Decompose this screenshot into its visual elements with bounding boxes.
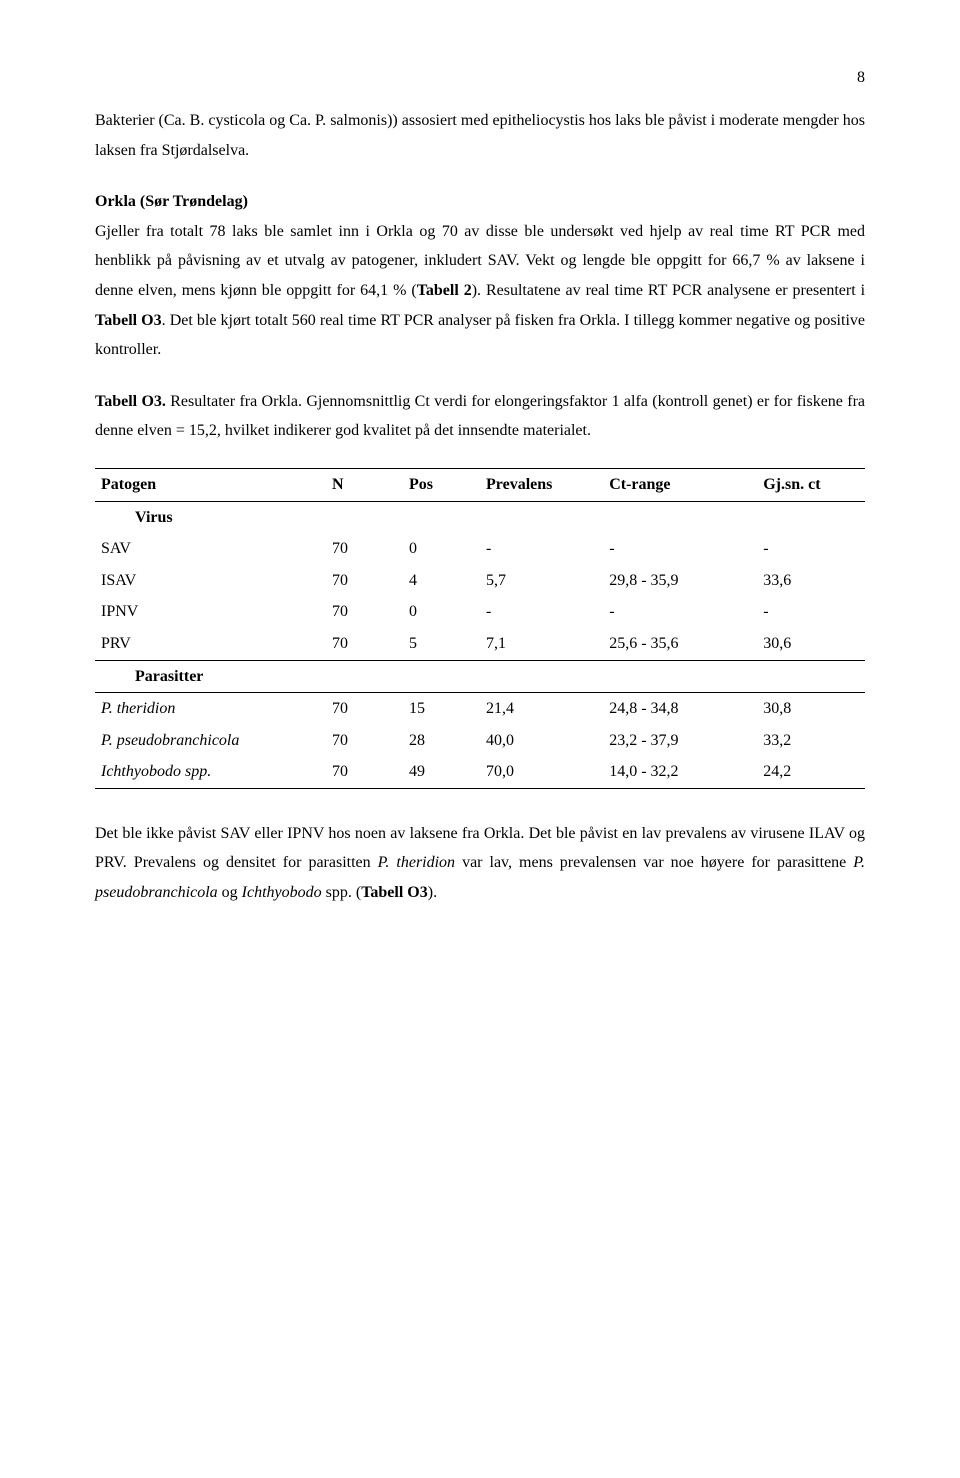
table-cell-empty [757, 660, 865, 693]
ref-tabell-o3: Tabell O3 [361, 884, 428, 901]
table-cell: - [757, 596, 865, 628]
table-cell: 23,2 - 37,9 [603, 725, 757, 757]
table-row: Ichthyobodo spp.704970,014,0 - 32,224,2 [95, 756, 865, 788]
table-cell: 29,8 - 35,9 [603, 565, 757, 597]
paragraph-discussion: Det ble ikke påvist SAV eller IPNV hos n… [95, 819, 865, 908]
table-cell: 21,4 [480, 693, 603, 725]
section-title: Orkla (Sør Trøndelag) [95, 187, 865, 217]
table-header-row: Patogen N Pos Prevalens Ct-range Gj.sn. … [95, 468, 865, 501]
table-section-label: Parasitter [95, 660, 326, 693]
caption-rest: Resultater fra Orkla. Gjennomsnittlig Ct… [95, 393, 865, 440]
species-name: P. theridion [378, 854, 455, 871]
caption-lead: Tabell O3. [95, 393, 166, 410]
table-row: PRV7057,125,6 - 35,630,6 [95, 628, 865, 660]
page-number: 8 [95, 70, 865, 86]
table-cell-empty [480, 501, 603, 533]
table-cell: IPNV [95, 596, 326, 628]
table-cell: 70 [326, 596, 403, 628]
table-cell-empty [480, 660, 603, 693]
table-cell: 30,8 [757, 693, 865, 725]
table-cell: 33,2 [757, 725, 865, 757]
ref-tabell-o3: Tabell O3 [95, 312, 162, 329]
table-cell-empty [403, 501, 480, 533]
table-cell: P. pseudobranchicola [95, 725, 326, 757]
text: ). Resultatene av real time RT PCR analy… [472, 282, 865, 299]
table-cell: 0 [403, 596, 480, 628]
table-cell: PRV [95, 628, 326, 660]
table-cell: 70 [326, 565, 403, 597]
table-cell: - [603, 596, 757, 628]
table-cell: 49 [403, 756, 480, 788]
table-cell: 70,0 [480, 756, 603, 788]
table-cell: - [480, 596, 603, 628]
table-row: IPNV700--- [95, 596, 865, 628]
table-cell: ISAV [95, 565, 326, 597]
table-cell: 15 [403, 693, 480, 725]
table-cell-empty [326, 501, 403, 533]
table-cell: 0 [403, 533, 480, 565]
table-cell: 24,8 - 34,8 [603, 693, 757, 725]
table-cell: 70 [326, 693, 403, 725]
table-cell: P. theridion [95, 693, 326, 725]
col-header-n: N [326, 468, 403, 501]
paragraph-methods: Gjeller fra totalt 78 laks ble samlet in… [95, 217, 865, 365]
table-cell: 70 [326, 756, 403, 788]
table-row: SAV700--- [95, 533, 865, 565]
text: ). [428, 884, 437, 901]
text: spp. ( [322, 884, 362, 901]
table-body: VirusSAV700---ISAV7045,729,8 - 35,933,6I… [95, 501, 865, 788]
table-cell-empty [757, 501, 865, 533]
table-cell-empty [403, 660, 480, 693]
table-row: P. pseudobranchicola702840,023,2 - 37,93… [95, 725, 865, 757]
text: . Det ble kjørt totalt 560 real time RT … [95, 312, 865, 359]
table-cell: - [480, 533, 603, 565]
table-cell: 70 [326, 725, 403, 757]
table-cell: 14,0 - 32,2 [603, 756, 757, 788]
table-cell: 4 [403, 565, 480, 597]
table-row: P. theridion701521,424,8 - 34,830,8 [95, 693, 865, 725]
table-section-row: Virus [95, 501, 865, 533]
table-cell: 33,6 [757, 565, 865, 597]
table-cell: 5,7 [480, 565, 603, 597]
table-cell: 5 [403, 628, 480, 660]
table-section-label: Virus [95, 501, 326, 533]
table-section-row: Parasitter [95, 660, 865, 693]
col-header-pos: Pos [403, 468, 480, 501]
text: og [218, 884, 242, 901]
table-cell: 25,6 - 35,6 [603, 628, 757, 660]
ref-tabell-2: Tabell 2 [417, 282, 472, 299]
results-table: Patogen N Pos Prevalens Ct-range Gj.sn. … [95, 468, 865, 789]
table-caption: Tabell O3. Resultater fra Orkla. Gjennom… [95, 387, 865, 446]
table-cell: SAV [95, 533, 326, 565]
table-cell: 30,6 [757, 628, 865, 660]
table-cell: 24,2 [757, 756, 865, 788]
table-cell: - [757, 533, 865, 565]
species-name: Ichthyobodo [242, 884, 322, 901]
col-header-ctrange: Ct-range [603, 468, 757, 501]
table-cell-empty [603, 501, 757, 533]
table-cell: 70 [326, 533, 403, 565]
table-cell: - [603, 533, 757, 565]
table-cell: 7,1 [480, 628, 603, 660]
col-header-gjsnct: Gj.sn. ct [757, 468, 865, 501]
table-cell: 28 [403, 725, 480, 757]
paragraph-intro: Bakterier (Ca. B. cysticola og Ca. P. sa… [95, 106, 865, 165]
table-cell: 70 [326, 628, 403, 660]
table-cell: 40,0 [480, 725, 603, 757]
table-cell: Ichthyobodo spp. [95, 756, 326, 788]
text: var lav, mens prevalensen var noe høyere… [455, 854, 853, 871]
table-cell-empty [326, 660, 403, 693]
col-header-patogen: Patogen [95, 468, 326, 501]
col-header-prevalens: Prevalens [480, 468, 603, 501]
table-cell-empty [603, 660, 757, 693]
table-row: ISAV7045,729,8 - 35,933,6 [95, 565, 865, 597]
